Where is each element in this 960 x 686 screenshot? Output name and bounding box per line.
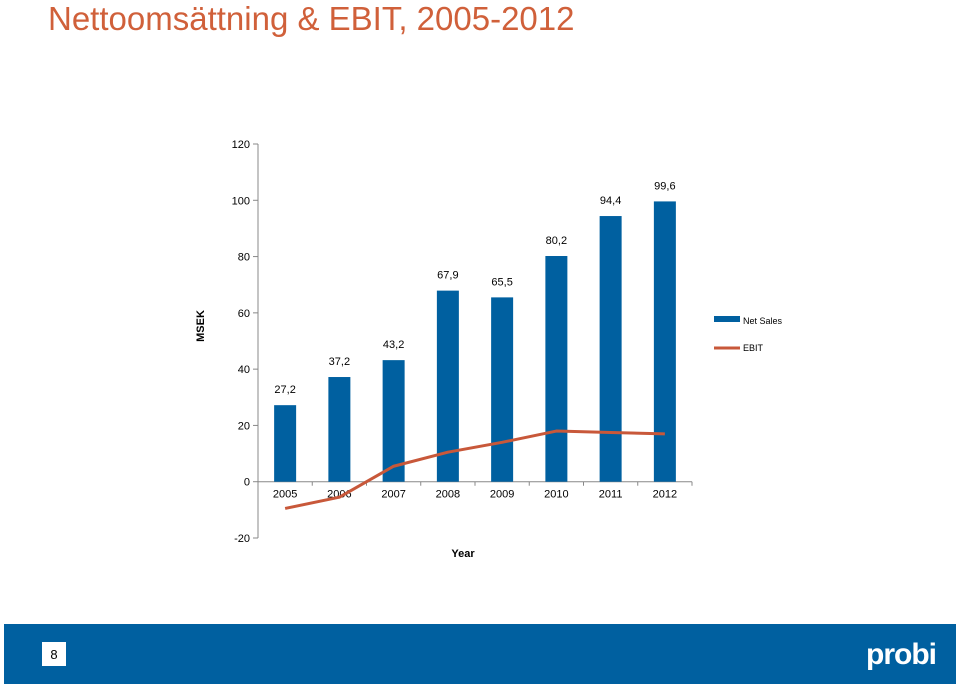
- bar-2011: [599, 216, 622, 482]
- bar-value-label: 80,2: [546, 235, 567, 247]
- legend-label-net-sales: Net Sales: [743, 316, 783, 326]
- x-tick-label: 2007: [381, 489, 405, 501]
- x-tick-label: 2011: [599, 489, 623, 501]
- bar-2006: [328, 377, 351, 482]
- slide-number: 8: [42, 642, 66, 666]
- y-tick-label: 100: [232, 195, 250, 207]
- legend-label-ebit: EBIT: [743, 343, 764, 353]
- line-series: [284, 429, 665, 510]
- bar-value-label: 94,4: [600, 195, 621, 207]
- ebit-line: [284, 429, 665, 510]
- bar-2009: [491, 297, 514, 482]
- x-tick-label: 2012: [653, 489, 677, 501]
- y-tick-label: 80: [238, 252, 250, 264]
- bar-value-label: 65,5: [491, 276, 512, 288]
- bar-2007: [382, 360, 405, 482]
- x-tick-label: 2009: [490, 489, 514, 501]
- y-tick-label: -20: [234, 533, 250, 545]
- bar-2012: [653, 201, 676, 482]
- probi-logo: probi: [866, 638, 937, 671]
- y-tick-label: 0: [244, 477, 250, 489]
- bar-2010: [545, 256, 568, 482]
- bar-value-label: 43,2: [383, 339, 404, 351]
- legend-swatch-net-sales: [714, 316, 740, 322]
- bar-series: [274, 201, 676, 482]
- bar-labels: 27,2 37,2 43,2 67,9 65,5 80,2 94,4 99,6: [274, 180, 675, 396]
- bar-value-label: 27,2: [274, 384, 295, 396]
- slide-title: Nettoomsättning & EBIT, 2005-2012: [48, 0, 575, 37]
- bar-2005: [274, 405, 297, 482]
- y-tick-label: 60: [238, 308, 250, 320]
- x-tick-label: 2008: [436, 489, 460, 501]
- bar-2008: [436, 290, 459, 482]
- bar-value-label: 99,6: [654, 180, 675, 192]
- y-axis-label: MSEK: [195, 310, 207, 342]
- legend: Net Sales EBIT: [714, 316, 783, 353]
- x-tick-label: 2010: [544, 489, 568, 501]
- x-tick-label: 2005: [273, 489, 297, 501]
- y-tick-label: 20: [238, 420, 250, 432]
- footer-bar: 8 probi: [4, 624, 956, 684]
- x-axis-label: Year: [451, 548, 475, 560]
- bar-value-label: 37,2: [329, 356, 350, 368]
- y-tick-label: 120: [232, 139, 250, 151]
- y-tick-label: 40: [238, 364, 250, 376]
- bar-value-label: 67,9: [437, 270, 458, 282]
